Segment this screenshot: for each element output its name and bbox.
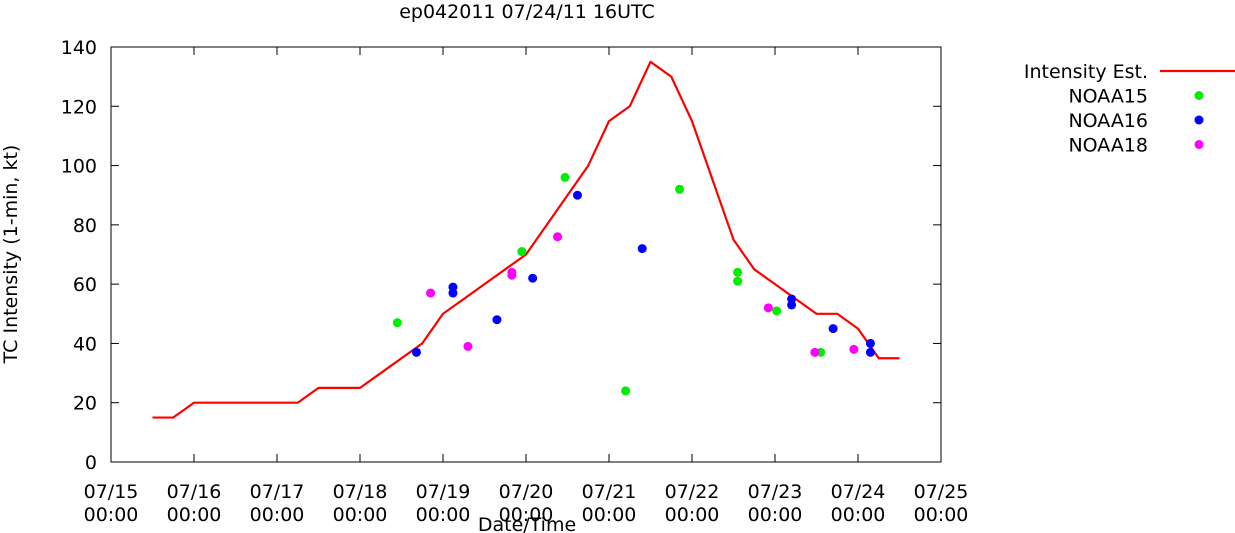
x-tick-label: 07/16 <box>167 481 222 503</box>
x-tick-label-time: 00:00 <box>84 504 139 526</box>
noaa15-point <box>392 318 402 328</box>
noaa15-point <box>560 172 570 182</box>
noaa15-point <box>621 386 631 396</box>
legend-swatch-noaa16 <box>1194 115 1204 125</box>
x-tick-label: 07/21 <box>582 481 637 503</box>
noaa16-point <box>865 338 875 348</box>
noaa16-point <box>828 324 838 334</box>
chart-title: ep042011 07/24/11 16UTC <box>399 1 655 23</box>
noaa16-point <box>528 273 538 283</box>
legend-label-noaa16: NOAA16 <box>1068 110 1148 132</box>
x-tick-label-time: 00:00 <box>665 504 720 526</box>
x-tick-label-time: 00:00 <box>167 504 222 526</box>
y-tick-label: 60 <box>73 274 97 296</box>
y-axis-label: TC Intensity (1-min, kt) <box>0 145 22 365</box>
x-axis-label: Date/Time <box>478 514 576 533</box>
noaa15-point <box>733 276 743 286</box>
series-layer <box>152 60 900 419</box>
x-tick-label: 07/20 <box>499 481 554 503</box>
x-tick-label-time: 00:00 <box>250 504 305 526</box>
noaa16-point <box>492 315 502 325</box>
noaa16-point <box>572 190 582 200</box>
x-tick-label-time: 00:00 <box>748 504 803 526</box>
noaa18-point <box>810 347 820 357</box>
noaa16-point <box>865 347 875 357</box>
x-tick-label-time: 00:00 <box>416 504 471 526</box>
x-tick-label: 07/22 <box>665 481 720 503</box>
noaa18-point <box>507 270 517 280</box>
legend-label-intensity-est: Intensity Est. <box>1024 61 1148 83</box>
y-axis: 0 20 40 60 80 100 120 140 <box>61 37 941 474</box>
noaa18-point <box>553 232 563 242</box>
noaa15-point <box>772 306 782 316</box>
y-tick-label: 0 <box>85 452 97 474</box>
noaa16-point <box>448 288 458 298</box>
x-tick-label-time: 00:00 <box>333 504 388 526</box>
noaa15-point <box>517 247 527 257</box>
y-tick-label: 40 <box>73 333 97 355</box>
x-tick-label: 07/24 <box>831 481 886 503</box>
legend-label-noaa15: NOAA15 <box>1068 86 1148 108</box>
noaa18-point <box>763 303 773 313</box>
x-tick-label-time: 00:00 <box>499 504 554 526</box>
y-tick-label: 100 <box>61 156 97 178</box>
x-tick-label: 07/19 <box>416 481 471 503</box>
legend-swatch-noaa18 <box>1194 140 1204 149</box>
noaa18-point <box>463 341 473 351</box>
y-tick-label: 120 <box>61 96 97 118</box>
y-tick-label: 20 <box>73 393 97 415</box>
x-tick-label-time: 00:00 <box>582 504 637 526</box>
noaa15-point <box>733 267 743 277</box>
x-tick-label: 07/18 <box>333 481 388 503</box>
noaa16-point <box>411 347 421 357</box>
noaa15-point <box>675 184 685 194</box>
intensity-est-line <box>152 60 900 419</box>
legend-swatch-noaa15 <box>1194 91 1204 100</box>
x-tick-label: 07/23 <box>748 481 803 503</box>
noaa18-point <box>426 288 436 298</box>
noaa18-point <box>849 344 859 354</box>
x-tick-label: 07/17 <box>250 481 305 503</box>
y-tick-label: 80 <box>73 215 97 237</box>
noaa16-point <box>787 300 797 310</box>
x-tick-label-time: 00:00 <box>914 504 969 526</box>
x-tick-label: 07/25 <box>914 481 969 503</box>
y-tick-label: 140 <box>61 37 97 59</box>
noaa16-point <box>637 244 647 254</box>
x-axis: 07/1500:0007/1600:0007/1700:0007/1800:00… <box>84 47 969 526</box>
x-tick-label: 07/15 <box>84 481 139 503</box>
legend-label-noaa18: NOAA18 <box>1068 135 1148 157</box>
x-tick-label-time: 00:00 <box>831 504 886 526</box>
